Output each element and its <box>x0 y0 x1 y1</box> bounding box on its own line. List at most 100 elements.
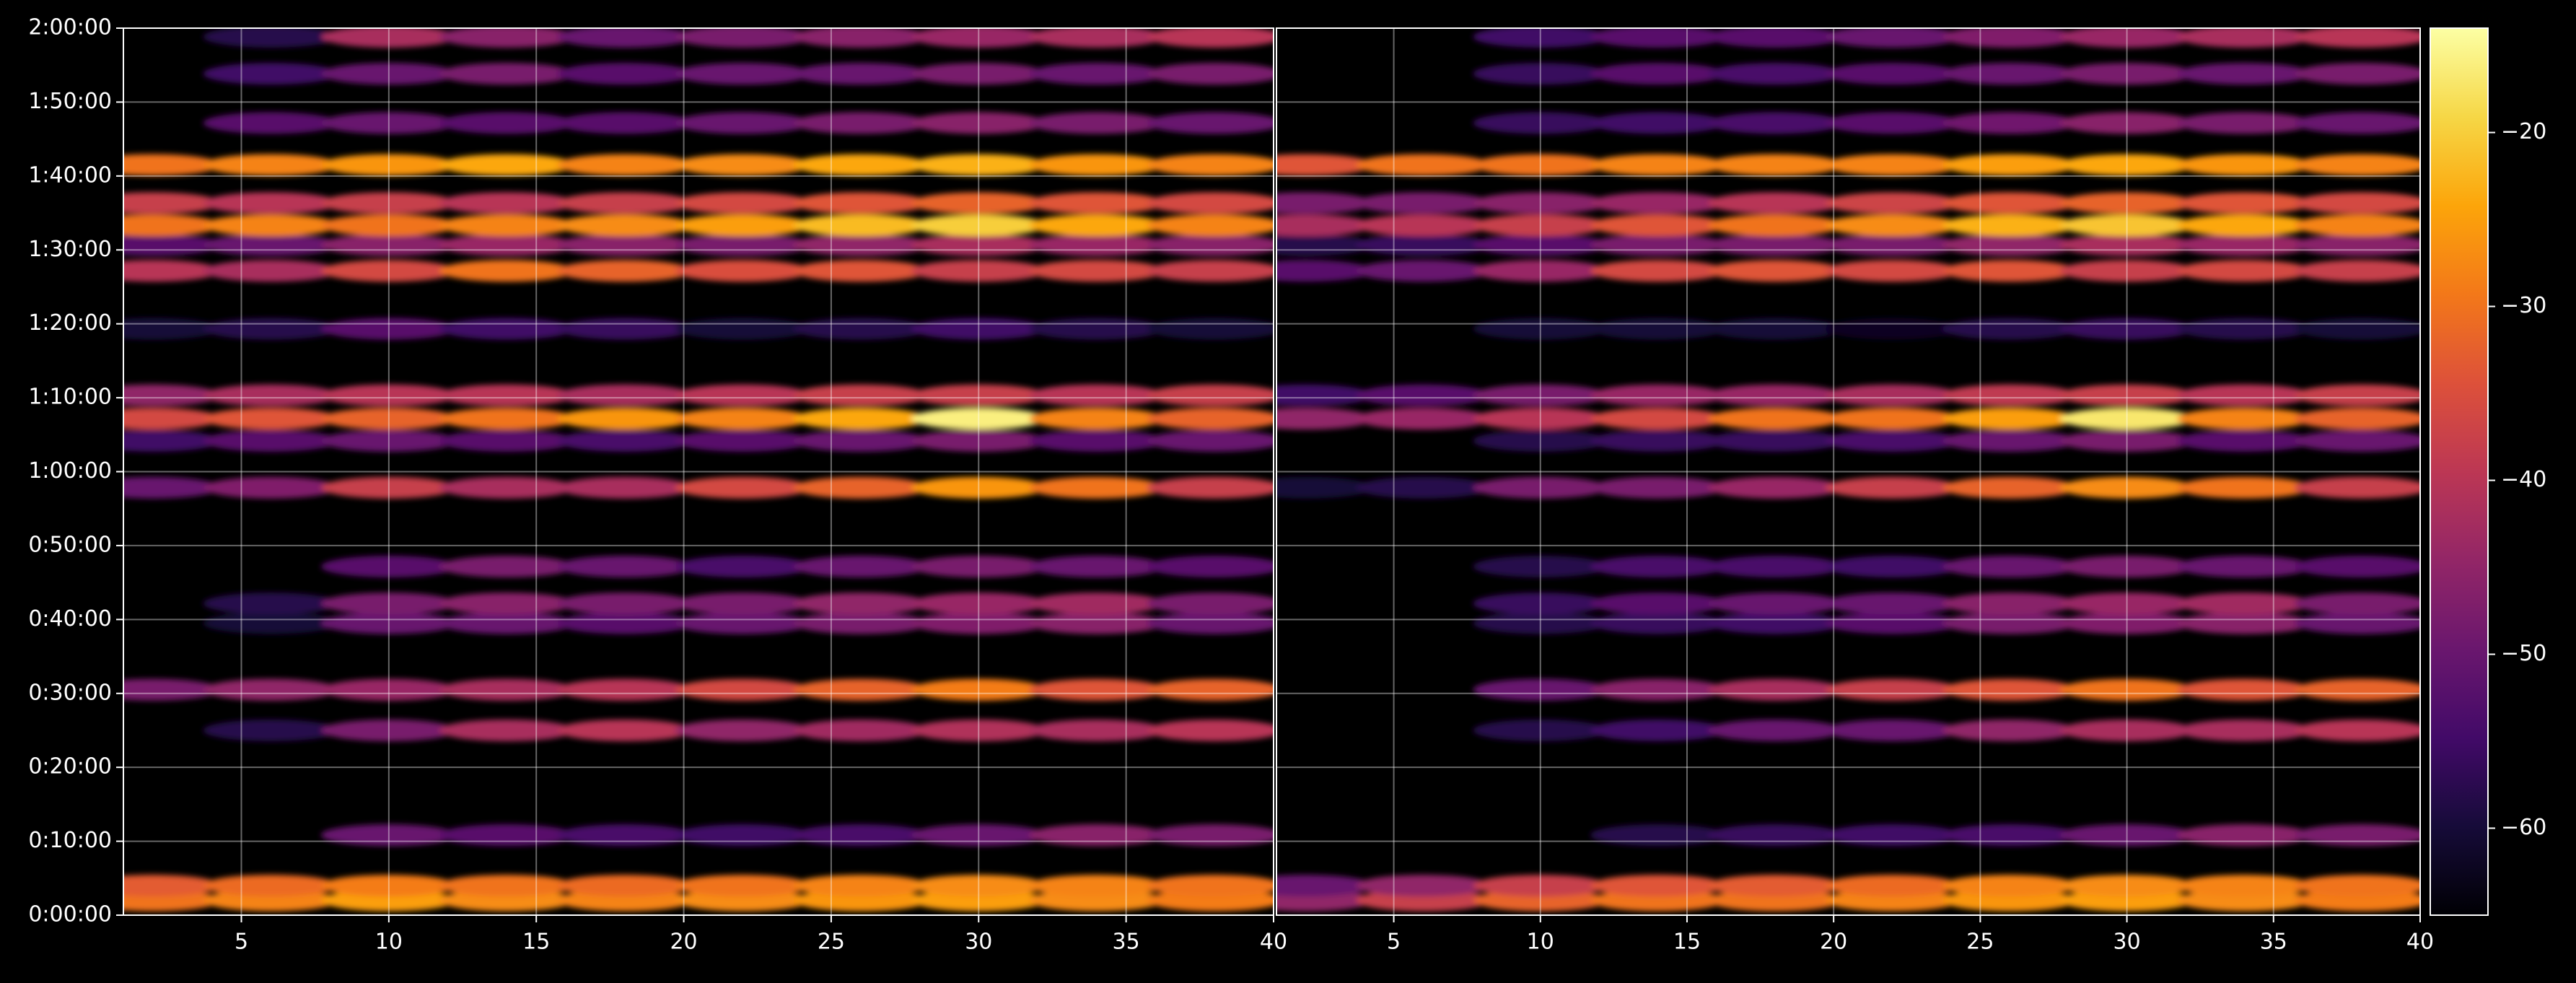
x-tick-label: 30 <box>965 930 992 955</box>
x-tick-label: 35 <box>1113 930 1140 955</box>
heat-cell <box>1590 192 1725 214</box>
heat-cell <box>792 476 929 499</box>
heat-cell <box>1147 824 1274 847</box>
heat-cell <box>439 112 575 134</box>
heat-cell <box>1707 192 1843 214</box>
heat-cell <box>2294 214 2420 237</box>
y-tick-label: 0:50:00 <box>28 532 112 557</box>
y-tick-label: 0:00:00 <box>28 902 112 927</box>
heat-cell <box>203 719 339 741</box>
heat-cell <box>1028 28 1165 48</box>
heat-cell <box>2176 593 2312 615</box>
heat-cell <box>2059 214 2195 237</box>
heat-cell <box>123 192 221 214</box>
heat-cell <box>1824 612 1960 634</box>
heat-cell <box>1942 28 2077 48</box>
x-tick-label: 20 <box>1820 930 1847 955</box>
colorbar-tick-label: −20 <box>2501 119 2546 144</box>
heat-cell <box>911 63 1047 85</box>
heat-cell <box>1824 429 1960 452</box>
heat-cell <box>911 384 1047 406</box>
heatmap-cells <box>1276 28 2420 912</box>
heat-cell <box>1824 318 1960 340</box>
heat-cell <box>911 260 1047 282</box>
heat-cell <box>1590 214 1725 237</box>
heat-cell <box>675 476 811 499</box>
x-tick-label: 15 <box>522 930 550 955</box>
heat-cell <box>1147 555 1274 577</box>
heat-cell <box>1028 555 1165 577</box>
heat-cell <box>1942 875 2077 897</box>
heat-cell <box>439 678 575 701</box>
heat-cell <box>1473 214 1608 237</box>
x-tick-label: 15 <box>1673 930 1701 955</box>
heat-cell <box>2176 112 2312 134</box>
heat-cell <box>1590 678 1725 701</box>
colorbar-tick-label: −60 <box>2501 815 2546 840</box>
heat-cell <box>792 28 929 48</box>
heat-cell <box>675 28 811 48</box>
heat-cell <box>1942 63 2077 85</box>
colorbar-tick-label: −40 <box>2501 467 2546 492</box>
heat-cell <box>2176 824 2312 847</box>
heat-cell <box>1147 875 1274 897</box>
heat-cell <box>320 214 457 237</box>
heat-cell <box>1942 318 2077 340</box>
heat-cell <box>1028 719 1165 741</box>
heat-cell <box>1590 429 1725 452</box>
heat-cell <box>911 154 1047 176</box>
heat-cell <box>123 214 221 237</box>
heat-cell <box>439 318 575 340</box>
heat-cell <box>1473 612 1608 634</box>
heat-cell <box>439 28 575 48</box>
heat-cell <box>2059 154 2195 176</box>
heat-cell <box>1942 192 2077 214</box>
heat-cell <box>1590 875 1725 897</box>
x-tick-label: 40 <box>2406 930 2434 955</box>
heat-cell <box>1824 234 1960 256</box>
heat-cell <box>1942 678 2077 701</box>
heat-cell <box>1942 429 2077 452</box>
heat-cell <box>911 593 1047 615</box>
heat-cell <box>792 112 929 134</box>
heat-cell <box>556 875 693 897</box>
heat-cell <box>556 318 693 340</box>
heat-cell <box>1590 593 1725 615</box>
heat-cell <box>2294 875 2420 897</box>
heat-cell <box>2059 63 2195 85</box>
heat-cell <box>439 192 575 214</box>
colorbar-tick-label: −30 <box>2501 293 2546 318</box>
heat-cell <box>1276 260 1374 282</box>
heat-cell <box>2176 28 2312 48</box>
heat-cell <box>556 214 693 237</box>
heat-cell <box>2059 875 2195 897</box>
heat-cell <box>1276 875 1374 897</box>
heat-cell <box>1355 408 1491 430</box>
heat-cell <box>203 476 339 499</box>
heat-cell <box>1028 824 1165 847</box>
heat-cell <box>792 555 929 577</box>
heat-cell <box>911 875 1047 897</box>
heat-cell <box>1590 408 1725 430</box>
heat-cell <box>439 593 575 615</box>
heat-cell <box>1824 476 1960 499</box>
heat-cell <box>792 318 929 340</box>
heat-cell <box>2059 384 2195 406</box>
heat-cell <box>556 234 693 256</box>
heat-cell <box>1028 593 1165 615</box>
heat-cell <box>911 192 1047 214</box>
heat-cell <box>675 678 811 701</box>
heat-cell <box>792 612 929 634</box>
heat-cell <box>320 63 457 85</box>
heat-cell <box>1473 555 1608 577</box>
y-tick-label: 0:30:00 <box>28 680 112 705</box>
heat-cell <box>1942 824 2077 847</box>
heat-cell <box>1942 214 2077 237</box>
heat-cell <box>320 719 457 741</box>
heat-cell <box>320 593 457 615</box>
heat-cell <box>1355 214 1491 237</box>
heat-cell <box>123 318 221 340</box>
heat-cell <box>792 593 929 615</box>
heatmap-cells <box>123 28 1274 912</box>
heat-cell <box>439 875 575 897</box>
